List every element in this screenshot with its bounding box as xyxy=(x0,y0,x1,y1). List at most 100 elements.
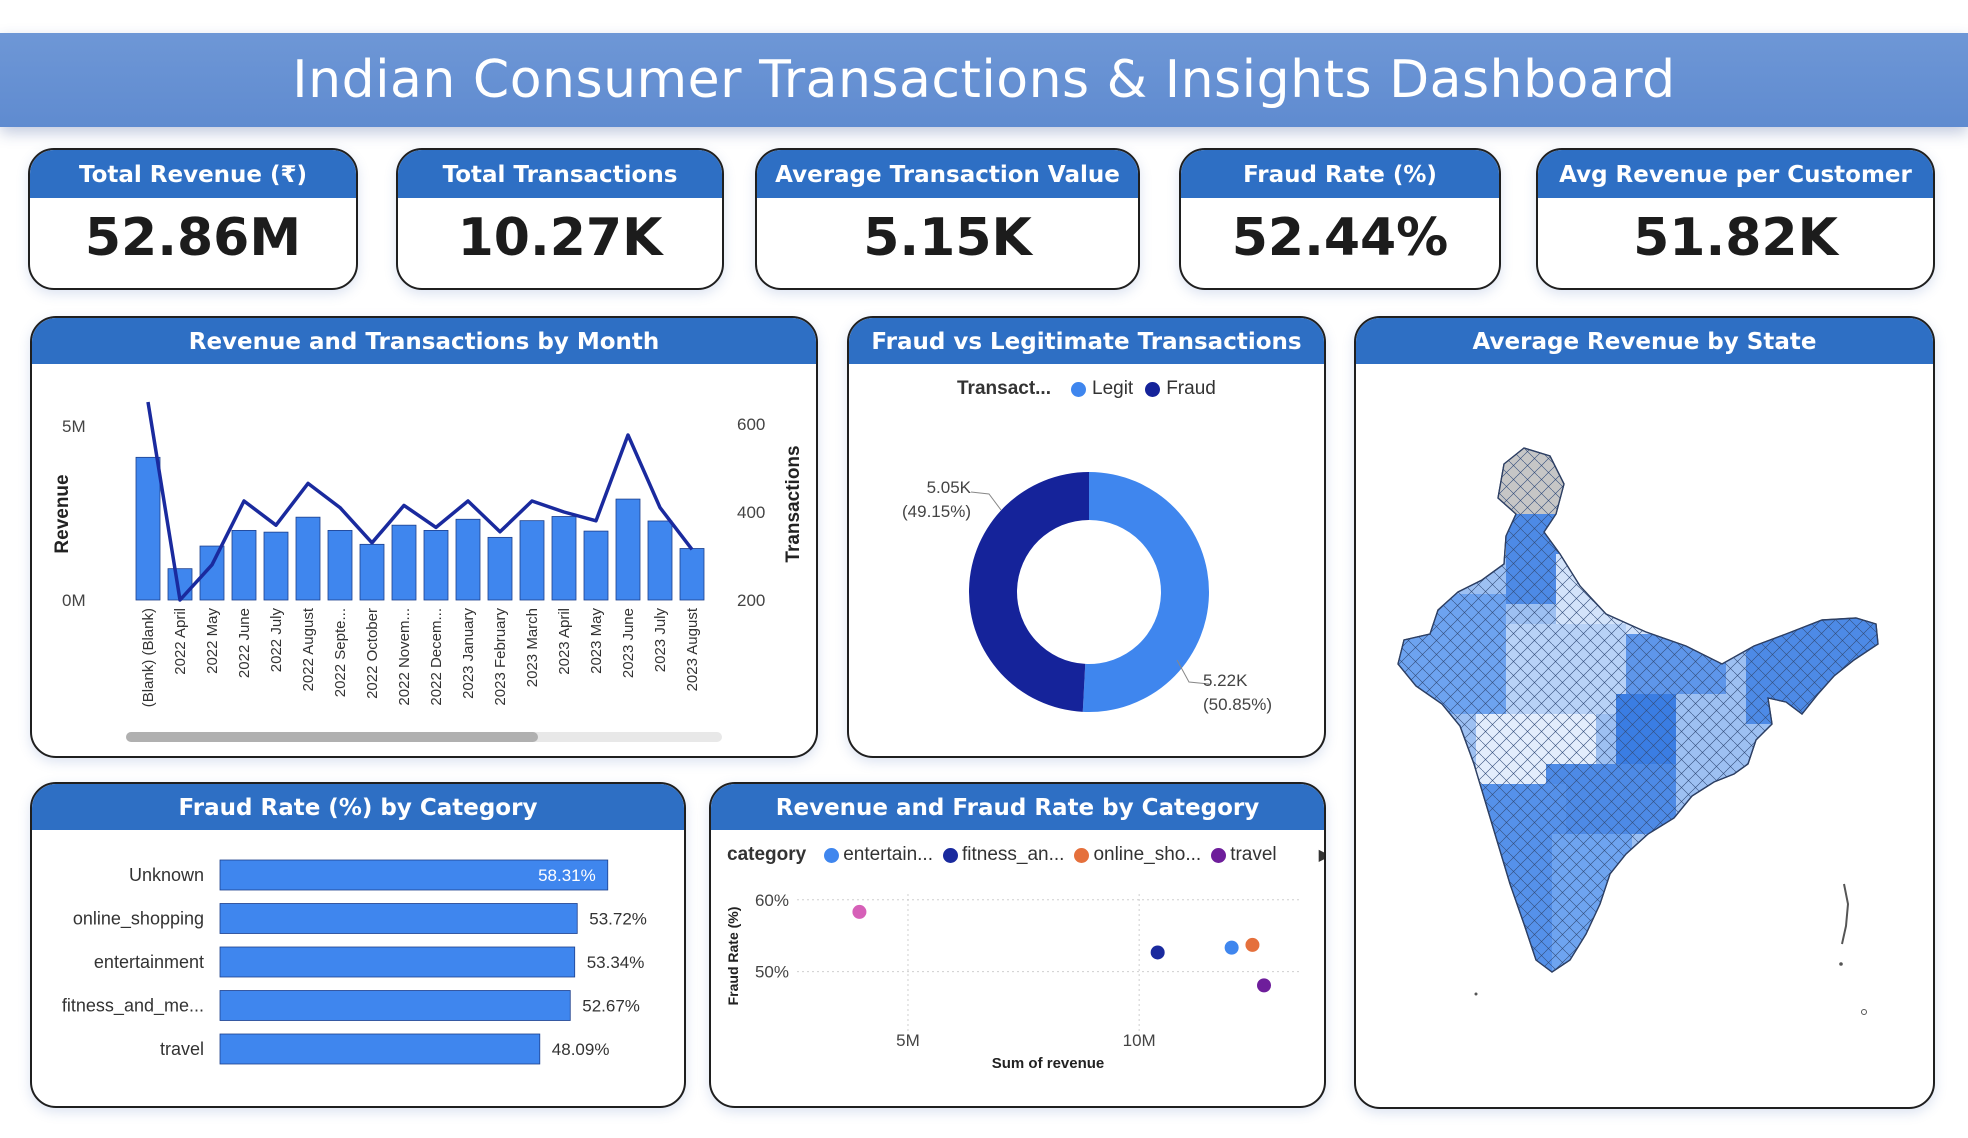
kpi-value: 52.86M xyxy=(84,208,302,268)
legend-dot xyxy=(824,847,840,863)
x-tick-label: 2023 May xyxy=(588,608,605,674)
x-tick-label: 2022 Septe... xyxy=(332,608,349,697)
x-tick-label: 2023 January xyxy=(460,608,477,699)
legend-item[interactable]: online_sho... xyxy=(1093,844,1202,865)
leader-line xyxy=(1176,659,1210,685)
bar-value-label: 52.67% xyxy=(582,997,640,1016)
y2-tick-label: 400 xyxy=(737,503,765,522)
kpi-value: 52.44% xyxy=(1231,208,1449,268)
revenue-fraud-scatter-chart[interactable]: 60% 50% 5M 10M Sum of revenue Fraud Rate (%) xyxy=(711,876,1324,1106)
x-tick-label: 2023 June xyxy=(620,608,637,678)
x-tick-label: 2022 Novem... xyxy=(396,608,413,706)
revenue-bar xyxy=(327,529,353,601)
revenue-bar xyxy=(615,498,641,601)
fraud-rate-bar-chart[interactable]: Unknown 58.31% online_shopping 53.72% entert… xyxy=(32,830,684,1106)
kpi-fraud-rate[interactable]: Fraud Rate (%) 52.44% xyxy=(1179,148,1501,290)
revenue-bar xyxy=(391,524,417,601)
kpi-label: Avg Revenue per Customer (₹) xyxy=(1538,150,1933,238)
y-axis-title: Fraud Rate (%) xyxy=(725,907,741,1006)
fraud-rate-bar xyxy=(219,903,578,934)
x-tick-label: 2023 July xyxy=(652,608,669,673)
category-label: Unknown xyxy=(129,865,204,885)
panel-title: Revenue and Transactions by Month xyxy=(32,318,816,364)
bar-value-label: 53.34% xyxy=(587,953,645,972)
kpi-label: Fraud Rate (%) xyxy=(1181,150,1499,198)
legend-dot xyxy=(942,847,958,863)
panel-title: Fraud vs Legitimate Transactions xyxy=(849,318,1324,364)
revenue-bar xyxy=(295,516,321,601)
fraud-donut-chart[interactable]: 5.22K (50.85%) 5.05K (49.15%) xyxy=(849,414,1324,754)
scatter-point xyxy=(1224,940,1239,955)
y2-tick-label: 200 xyxy=(737,591,765,610)
legend-next-arrow-icon[interactable]: ▶ xyxy=(1319,845,1324,865)
y-tick-label: 0M xyxy=(62,591,86,610)
monthly-chart-panel[interactable]: Revenue and Transactions by Month 5M 0M 60… xyxy=(30,316,818,758)
slice-pct-label: (50.85%) xyxy=(1203,695,1272,714)
kpi-label: Average Transaction Value (₹) xyxy=(757,150,1138,238)
x-tick-label: 5M xyxy=(896,1031,920,1050)
india-map-shape xyxy=(1397,447,1879,1015)
kpi-value: 5.15K xyxy=(863,208,1032,268)
x-tick-label: 2022 August xyxy=(300,607,317,691)
panel-title: Average Revenue by State xyxy=(1356,318,1933,364)
kpi-total-transactions[interactable]: Total Transactions 10.27K xyxy=(396,148,724,290)
scatter-legend: category entertain... fitness_an... onli… xyxy=(727,844,1324,866)
y-tick-label: 50% xyxy=(755,963,789,982)
india-state-map[interactable] xyxy=(1356,364,1933,1109)
x-tick-label: 2023 August xyxy=(684,607,701,691)
revenue-bar xyxy=(135,456,161,601)
category-label: travel xyxy=(160,1039,204,1059)
revenue-bar xyxy=(487,536,513,601)
bar-value-label: 53.72% xyxy=(589,910,647,929)
scatter-point xyxy=(1150,945,1165,960)
donut-slice-fraud xyxy=(969,472,1089,712)
legend-dot xyxy=(1211,847,1227,863)
fraud-rate-category-panel[interactable]: Fraud Rate (%) by Category Unknown 58.31%… xyxy=(30,782,686,1108)
x-tick-label: 2022 May xyxy=(204,608,221,674)
legend-title: category xyxy=(727,844,807,865)
legit-legend-dot xyxy=(1071,381,1086,397)
y-tick-label: 60% xyxy=(755,891,789,910)
revenue-bar xyxy=(359,543,385,601)
legend-item[interactable]: travel xyxy=(1230,844,1277,865)
panel-title: Fraud Rate (%) by Category xyxy=(32,784,684,830)
x-tick-label: (Blank) (Blank) xyxy=(140,608,157,707)
revenue-bar xyxy=(455,518,481,601)
fraud-legend-dot xyxy=(1145,381,1161,397)
fraud-rate-bar xyxy=(219,946,576,978)
legend-dot xyxy=(1074,847,1090,863)
legend-item[interactable]: entertain... xyxy=(843,844,933,865)
revenue-bar xyxy=(583,530,609,601)
fraud-rate-bar xyxy=(219,990,571,1021)
x-tick-label: 2022 October xyxy=(364,608,381,699)
donut-legend: Transact... Legit Fraud xyxy=(957,378,1216,400)
x-tick-label: 2022 June xyxy=(236,608,253,678)
scatter-point xyxy=(852,904,867,919)
fraud-vs-legit-panel[interactable]: Fraud vs Legitimate Transactions Transac… xyxy=(847,316,1326,758)
monthly-combo-chart[interactable]: 5M 0M 600 400 200 Revenue Transactions (Blank) … xyxy=(32,364,816,756)
revenue-bar xyxy=(679,548,705,601)
legend-title: Transact... xyxy=(957,378,1051,399)
fraud-rate-bar xyxy=(219,1033,541,1065)
kpi-label: Total Revenue (₹) xyxy=(30,150,356,198)
revenue-bar xyxy=(647,520,673,601)
revenue-fraud-scatter-panel[interactable]: Revenue and Fraud Rate by Category categ… xyxy=(709,782,1326,1108)
scatter-point xyxy=(1245,937,1260,952)
scrollbar-thumb xyxy=(126,732,538,742)
x-tick-label: 2023 March xyxy=(524,608,541,687)
category-label: entertainment xyxy=(94,952,204,972)
x-tick-label: 10M xyxy=(1123,1031,1156,1050)
revenue-bar xyxy=(551,516,577,601)
y-axis-title: Revenue xyxy=(52,474,73,553)
scatter-point xyxy=(1257,978,1272,993)
legend-item-fraud[interactable]: Fraud xyxy=(1166,378,1216,399)
kpi-avg-transaction-value[interactable]: Average Transaction Value (₹) 5.15K xyxy=(755,148,1140,290)
kpi-avg-revenue-per-customer[interactable]: Avg Revenue per Customer (₹) 51.82K xyxy=(1536,148,1935,290)
legend-item-legit[interactable]: Legit xyxy=(1092,378,1134,399)
legend-item[interactable]: fitness_an... xyxy=(961,844,1065,865)
slice-pct-label: (49.15%) xyxy=(902,502,971,521)
kpi-total-revenue[interactable]: Total Revenue (₹) 52.86M xyxy=(28,148,358,290)
state-map-panel[interactable]: Average Revenue by State xyxy=(1354,316,1935,1109)
revenue-bar xyxy=(423,529,449,601)
category-label: online_shopping xyxy=(73,909,204,930)
